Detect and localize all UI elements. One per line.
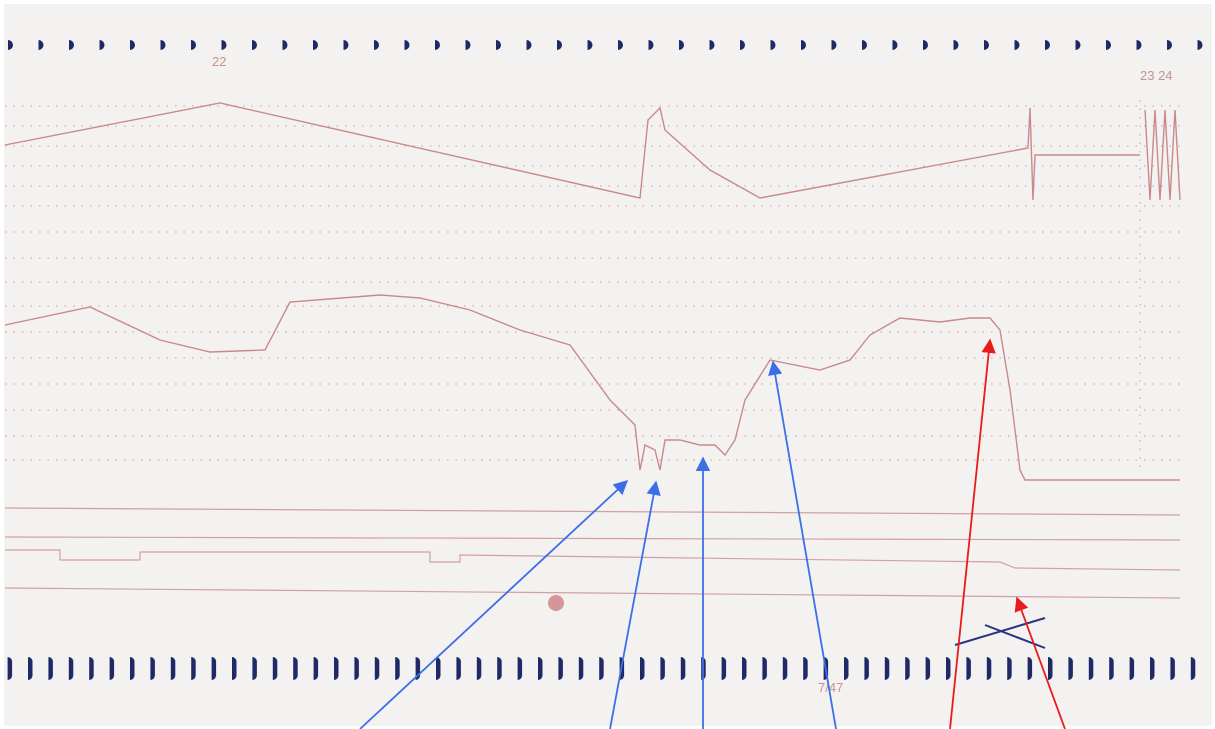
sprocket-row [0, 650, 1210, 690]
stain [548, 595, 564, 611]
label: 7/47 [818, 680, 843, 695]
paper [4, 4, 1212, 726]
grid [5, 100, 1180, 470]
label: 22 [212, 54, 226, 69]
sprocket-row [0, 30, 1210, 60]
pen-mark [954, 617, 1046, 649]
traces [4, 102, 1181, 599]
annotations [359, 338, 1066, 729]
label: 23 24 [1140, 68, 1173, 83]
